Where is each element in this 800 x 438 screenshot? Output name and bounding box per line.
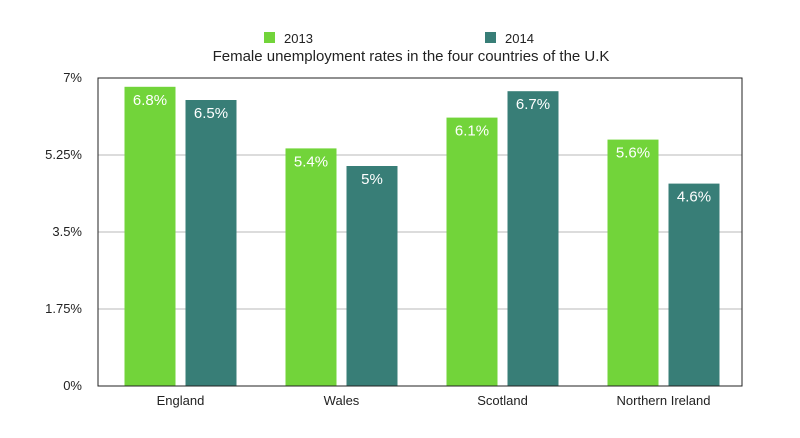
bar-2013-scotland [446, 117, 498, 386]
bar-2014-england [185, 100, 237, 386]
x-tick-label: England [157, 393, 205, 408]
legend-swatch-2014 [485, 32, 496, 43]
y-axis-ticks: 0% 1.75% 3.5% 5.25% 7% [45, 70, 82, 393]
bar-2014-northern-ireland [668, 183, 720, 386]
y-tick-label: 5.25% [45, 147, 82, 162]
data-label: 5% [361, 171, 383, 188]
bar-2013-england [124, 86, 176, 387]
data-label: 5.4% [294, 153, 328, 170]
data-label: 6.8% [133, 92, 167, 109]
data-label: 6.7% [516, 96, 550, 113]
x-axis-labels: England Wales Scotland Northern Ireland [157, 393, 711, 408]
data-label: 4.6% [677, 189, 711, 206]
data-label: 5.6% [616, 145, 650, 162]
data-label: 6.1% [455, 123, 489, 140]
data-label: 6.5% [194, 105, 228, 122]
bar-2014-wales [346, 166, 398, 386]
bar-2013-northern-ireland [607, 139, 659, 386]
data-labels: 6.8% 6.5% 5.4% 5% 6.1% 6.7% 5.6% 4.6% [133, 92, 711, 206]
bar-2013-wales [285, 148, 337, 386]
x-tick-label: Scotland [477, 393, 528, 408]
plot-frame [97, 77, 743, 387]
legend-swatch-2013 [264, 32, 275, 43]
x-tick-label: Northern Ireland [617, 393, 711, 408]
chart-title: Female unemployment rates in the four co… [213, 48, 610, 65]
legend-label-2013: 2013 [284, 31, 313, 46]
y-tick-label: 1.75% [45, 301, 82, 316]
bar-2014-scotland [507, 91, 559, 386]
y-tick-label: 7% [63, 70, 82, 85]
legend: 2013 2014 [264, 31, 534, 46]
y-tick-label: 0% [63, 378, 82, 393]
x-tick-label: Wales [324, 393, 360, 408]
legend-label-2014: 2014 [505, 31, 534, 46]
y-tick-label: 3.5% [52, 224, 82, 239]
bars [124, 86, 720, 387]
